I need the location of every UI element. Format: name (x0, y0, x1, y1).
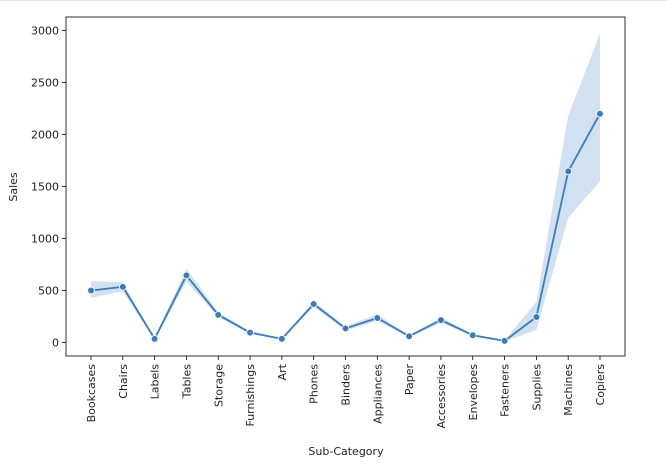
data-point-paper (405, 332, 413, 341)
data-point-copiers (596, 109, 604, 118)
y-tick-label: 1000 (31, 232, 59, 245)
data-point-art (278, 335, 286, 343)
series-line-layer (90, 113, 601, 342)
y-axis-label: Sales (7, 172, 20, 202)
data-point-phones (309, 300, 318, 308)
data-point-labels (150, 335, 159, 343)
y-tick-label: 500 (38, 284, 59, 297)
x-tick-label: Furnishings (244, 364, 257, 427)
data-point-storage (214, 311, 223, 319)
data-point-appliances (373, 314, 382, 322)
x-tick-label: Tables (180, 364, 193, 399)
x-tick-label: Binders (340, 364, 353, 406)
y-tick-label: 2500 (31, 77, 59, 90)
y-axis-ticks: 0 500 1000 1500 2000 2500 3000 (31, 25, 66, 349)
y-tick-label: 2000 (31, 129, 59, 142)
x-axis-ticks: Bookcases Chairs Labels Tables Storage Furnis… (85, 356, 607, 428)
x-tick-label: Chairs (117, 364, 130, 399)
data-point-envelopes (468, 331, 477, 340)
data-point-bookcases (87, 286, 95, 295)
data-point-binders (341, 324, 350, 333)
top-divider (0, 0, 667, 1)
x-tick-label: Supplies (530, 364, 543, 411)
y-tick-label: 1500 (31, 181, 59, 194)
series-line (90, 113, 601, 342)
confidence-band-layer (91, 33, 600, 342)
x-tick-label: Accessories (435, 364, 448, 429)
y-tick-label: 0 (52, 336, 59, 349)
data-point-supplies (532, 313, 541, 321)
x-tick-label: Fasteners (499, 364, 512, 417)
x-tick-label: Appliances (371, 364, 384, 424)
data-point-machines (564, 167, 572, 176)
data-point-chairs (119, 283, 127, 291)
x-axis-label: Sub-Category (308, 445, 384, 458)
x-tick-label: Paper (403, 364, 416, 396)
x-tick-label: Envelopes (467, 364, 480, 421)
data-point-furnishings (246, 328, 254, 337)
x-tick-label: Storage (212, 364, 225, 407)
x-tick-label: Phones (308, 364, 321, 404)
x-tick-label: Art (276, 363, 289, 380)
y-tick-label: 3000 (31, 25, 59, 38)
confidence-band (91, 33, 600, 342)
x-tick-label: Labels (149, 364, 162, 400)
x-tick-label: Machines (562, 364, 575, 416)
data-point-fasteners (500, 337, 509, 345)
x-tick-label: Bookcases (85, 364, 98, 423)
marker-layer (87, 109, 604, 345)
x-tick-label: Copiers (594, 364, 607, 406)
data-point-accessories (437, 316, 445, 324)
data-point-tables (182, 271, 191, 280)
